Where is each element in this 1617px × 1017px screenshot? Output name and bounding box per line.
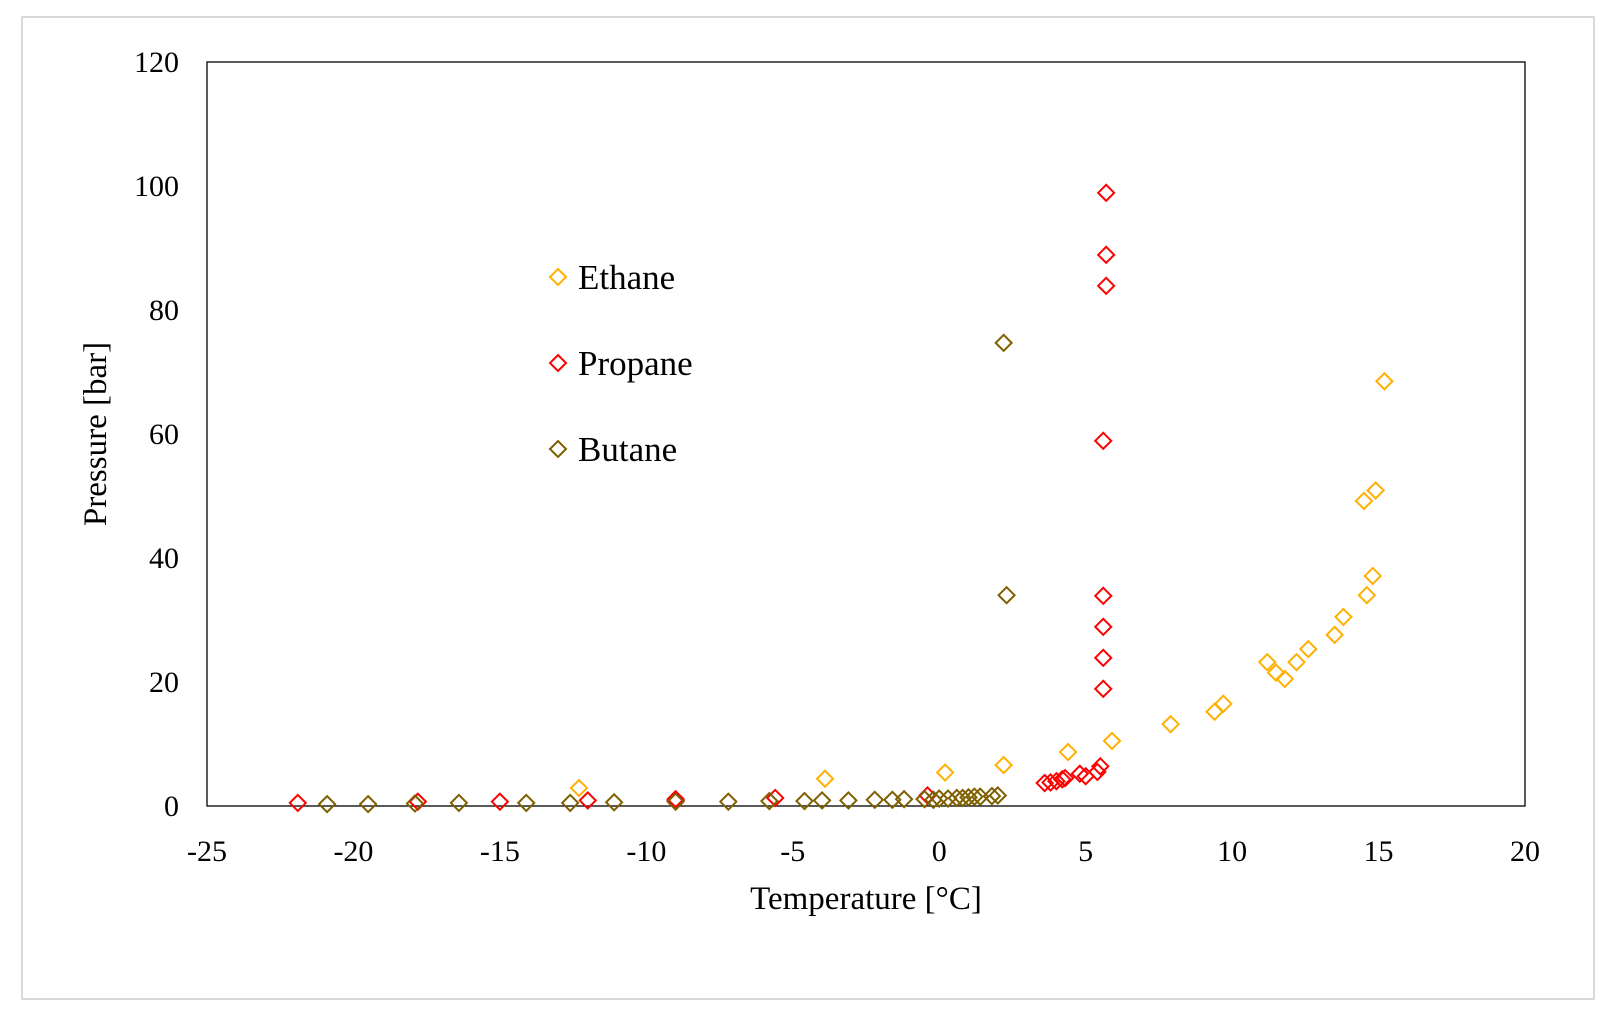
butane-point	[964, 787, 984, 807]
ethane-point	[1275, 669, 1295, 689]
butane-point	[516, 793, 536, 813]
chart-frame	[21, 16, 1595, 1000]
propane-point	[1093, 431, 1113, 451]
butane-point	[812, 791, 832, 810]
x-tick-label: 15	[1364, 835, 1394, 868]
butane-point	[317, 794, 337, 814]
propane-point	[765, 788, 785, 808]
butane-point	[988, 786, 1008, 805]
ethane-point	[1287, 652, 1306, 672]
ethane-point	[935, 763, 955, 782]
plot-area	[206, 61, 1526, 807]
butane-point	[759, 791, 779, 811]
y-tick-label: 60	[149, 418, 179, 451]
ethane-point	[815, 769, 835, 789]
butane-point	[994, 333, 1014, 353]
propane-point	[490, 792, 510, 812]
propane-point	[288, 793, 308, 813]
x-tick-label: 10	[1217, 835, 1247, 868]
x-tick-label: -20	[333, 835, 373, 868]
x-tick-label: 0	[932, 835, 947, 868]
tick-labels: -25 -20 -15 -10 -5 0 5 10 15 20 0 20 40 60 80 100 120	[134, 46, 1540, 868]
legend-label: Ethane	[578, 258, 675, 297]
legend-marker	[548, 439, 568, 459]
ethane-point	[1058, 742, 1078, 762]
propane-point	[1093, 617, 1113, 637]
y-tick-label: 0	[164, 790, 179, 823]
propane-point	[1093, 648, 1113, 668]
propane-point	[578, 791, 598, 810]
propane-point	[1096, 245, 1116, 265]
legend: Ethane Propane Butane	[548, 258, 693, 469]
ethane-point	[1257, 652, 1277, 672]
ethane-point	[1205, 702, 1224, 722]
y-tick-label: 100	[134, 170, 179, 203]
butane-point	[718, 792, 738, 812]
x-axis-title: Temperature [°C]	[750, 881, 982, 917]
ethane-point	[1354, 491, 1374, 511]
x-tick-label: -15	[480, 835, 520, 868]
ethane-point	[569, 778, 589, 798]
propane-point	[1055, 768, 1075, 788]
ethane-point	[994, 755, 1014, 775]
y-tick-label: 120	[134, 46, 179, 79]
butane-point	[560, 793, 580, 813]
propane-point	[1096, 183, 1116, 203]
ethane-point	[1161, 714, 1181, 734]
butane-point	[923, 790, 943, 810]
legend-item-butane: Butane	[548, 430, 677, 469]
propane-point	[1093, 586, 1113, 606]
ethane-point	[1325, 625, 1345, 645]
propane-point	[1096, 276, 1116, 296]
legend-marker	[548, 267, 568, 287]
butane-point	[449, 793, 469, 813]
ethane-point	[1266, 663, 1286, 683]
ethane-point	[1363, 566, 1383, 586]
ethane-point	[1333, 607, 1353, 627]
legend-item-propane: Propane	[548, 344, 693, 383]
propane-point	[1090, 756, 1110, 776]
ethane-point	[1374, 371, 1394, 391]
butane-point	[997, 585, 1017, 605]
propane-point	[1046, 771, 1066, 791]
legend-item-ethane: Ethane	[548, 258, 675, 297]
y-tick-label: 40	[149, 542, 179, 575]
x-tick-label: -25	[187, 835, 227, 868]
ethane-point	[1213, 694, 1233, 714]
x-tick-label: 20	[1510, 835, 1540, 868]
propane-point	[1052, 769, 1072, 789]
legend-label: Butane	[578, 430, 677, 469]
propane-point	[1087, 762, 1107, 782]
butane-point	[839, 791, 858, 810]
x-tick-label: -5	[780, 835, 805, 868]
ethane-point	[1298, 639, 1318, 659]
butane-point	[604, 792, 624, 812]
ethane-point	[1366, 481, 1386, 500]
x-tick-label: -10	[626, 835, 666, 868]
x-tick-label: 5	[1078, 835, 1093, 868]
butane-point	[865, 790, 885, 810]
propane-point	[1093, 679, 1113, 699]
ethane-point	[1102, 731, 1122, 751]
y-tick-label: 80	[149, 294, 179, 327]
y-tick-label: 20	[149, 666, 179, 699]
ethane-point	[1357, 585, 1377, 605]
butane-point	[795, 791, 814, 811]
series-ethane	[569, 371, 1394, 798]
legend-label: Propane	[578, 344, 693, 383]
butane-point	[982, 786, 1002, 806]
legend-marker	[548, 353, 568, 373]
y-axis-title: Pressure [bar]	[78, 342, 114, 526]
propane-point	[1070, 764, 1090, 784]
butane-point	[894, 789, 914, 809]
data-points	[288, 183, 1394, 814]
butane-point	[929, 789, 949, 808]
series-propane	[288, 183, 1116, 813]
series-butane	[317, 333, 1017, 814]
butane-point	[666, 792, 686, 812]
butane-point	[405, 794, 425, 813]
butane-point	[938, 789, 958, 808]
butane-point	[358, 794, 378, 814]
